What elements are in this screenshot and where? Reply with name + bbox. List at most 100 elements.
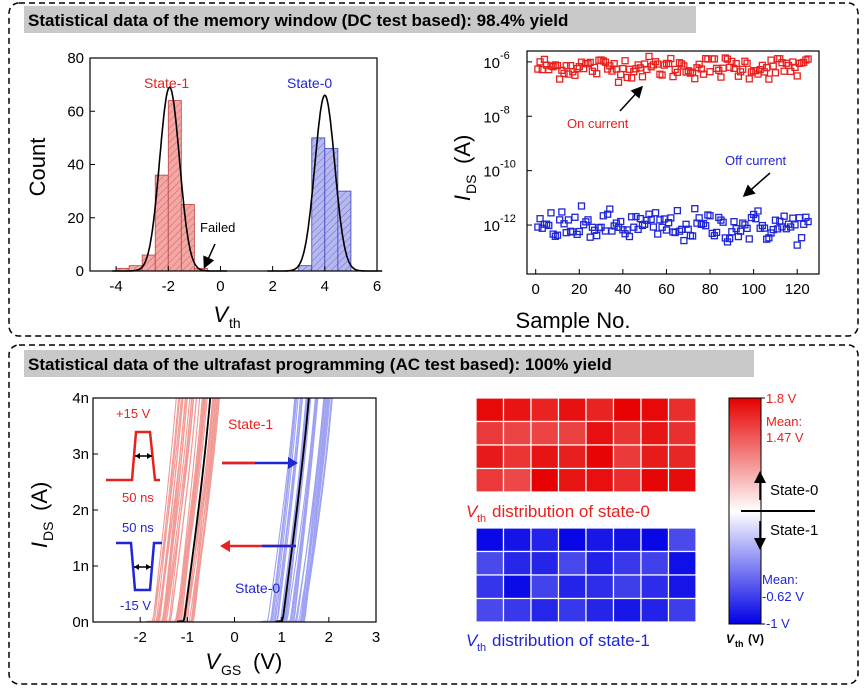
- heatmap-state1-cell: [530, 574, 560, 600]
- scatter-point: [730, 218, 738, 226]
- scatter-on-current-label: On current: [567, 116, 629, 131]
- histogram-bar: [298, 265, 313, 272]
- heatmap-state1-label-v: V: [466, 631, 479, 650]
- transfer-curve: [294, 398, 325, 622]
- heatmap-state1-cell: [475, 550, 505, 576]
- transfer-x-tick-label: 2: [325, 629, 333, 646]
- heatmap-state0-cell: [502, 397, 532, 423]
- heatmap-state0-cell: [612, 397, 642, 423]
- scatter-point: [686, 69, 695, 77]
- scatter-point: [656, 216, 664, 224]
- scatter-point: [708, 55, 716, 63]
- histogram-y-tick-label: 40: [67, 157, 84, 174]
- scatter-point: [741, 57, 749, 65]
- heatmap-state1-cell: [475, 597, 505, 623]
- scatter-point: [702, 222, 710, 230]
- transfer-curve: [264, 398, 297, 622]
- transfer-curve: [157, 398, 193, 622]
- heatmap-state0-cell: [475, 397, 505, 423]
- scatter-point: [536, 215, 544, 223]
- scatter-point: [717, 73, 725, 81]
- scatter-point: [612, 219, 620, 227]
- scatter-point: [739, 65, 747, 73]
- heatmap-state0-cell: [640, 444, 670, 470]
- scatter-point: [678, 60, 686, 68]
- scatter-point: [706, 68, 714, 76]
- scatter-point: [802, 56, 810, 64]
- scatter-point: [688, 232, 697, 240]
- histogram-failed-arrow: [203, 243, 216, 269]
- scatter-point: [752, 215, 760, 223]
- scatter-point: [601, 227, 610, 235]
- scatter-y-tick-base: 10: [483, 109, 500, 126]
- scatter-point: [562, 62, 570, 70]
- scatter-point: [739, 219, 747, 227]
- scatter-point: [647, 215, 655, 224]
- heatmap-state1-cell: [585, 574, 615, 600]
- scatter-point: [593, 70, 601, 78]
- scatter-point: [782, 225, 790, 233]
- scatter-point: [558, 208, 566, 216]
- pulse-positive-voltage: +15 V: [116, 406, 151, 421]
- scatter-point: [765, 234, 773, 242]
- heatmap-state1-cell: [640, 550, 670, 576]
- bottom-panel-frame: [8, 344, 859, 685]
- scatter-y-label-sub: DS: [463, 175, 479, 194]
- heatmap-state1-cell: [667, 527, 697, 553]
- transfer-mean-curve: [177, 398, 212, 622]
- histogram-bar: [167, 100, 182, 272]
- scatter-y-tick-base: 10: [483, 164, 500, 181]
- bottom-panel-title: Statistical data of the ultrafast progra…: [28, 355, 612, 374]
- transfer-y-tick-label: 1n: [72, 558, 89, 575]
- scatter-point: [763, 64, 771, 72]
- scatter-point: [664, 59, 673, 68]
- scatter-point: [651, 58, 660, 66]
- heatmap-state1-cell: [640, 527, 670, 553]
- heatmap-state1-cell: [530, 550, 560, 576]
- scatter-point: [769, 225, 777, 234]
- scatter-point: [797, 234, 806, 242]
- heatmap-state0-cell: [502, 420, 532, 446]
- transfer-y-tick-label: 0n: [72, 614, 89, 631]
- scatter-x-tick-label: 120: [785, 281, 810, 298]
- scatter-point: [704, 211, 712, 219]
- scatter-point: [758, 61, 766, 70]
- transfer-curve: [295, 398, 327, 622]
- top-panel-frame: [8, 2, 859, 337]
- scatter-x-tick-label: 20: [571, 281, 588, 298]
- histogram-x-tick-label: -4: [109, 278, 122, 295]
- scatter-y-tick-exp: -6: [500, 50, 510, 62]
- heatmap-state1-cell: [557, 574, 587, 600]
- top-panel-title: Statistical data of the memory window (D…: [28, 11, 568, 30]
- heatmap-state1-cell: [667, 574, 697, 600]
- heatmap-state1-cell: [640, 574, 670, 600]
- scatter-point: [582, 218, 590, 226]
- scatter-x-tick-label: 40: [615, 281, 632, 298]
- scatter-point: [630, 223, 638, 231]
- pulse-positive-width-arrows: [135, 453, 152, 459]
- transfer-y-label-sub: DS: [40, 522, 56, 541]
- scatter-y-tick-exp: -8: [500, 104, 510, 116]
- transfer-x-label-unit: (V): [253, 649, 282, 674]
- heatmap-state1-cell: [530, 597, 560, 623]
- colorbar-mean1-line2: -0.62 V: [762, 589, 804, 604]
- histogram-y-tick-label: 60: [67, 103, 84, 120]
- heatmap-state0-label-sub: th: [477, 513, 486, 525]
- colorbar-min-label: -1 V: [766, 616, 790, 631]
- scatter-y-label-unit: (A): [450, 135, 475, 164]
- heatmap-state0-cell: [557, 397, 587, 423]
- scatter-point: [760, 224, 769, 232]
- scatter-point: [608, 227, 616, 235]
- histogram-state0-label: State-0: [287, 75, 332, 91]
- scatter-point: [667, 214, 675, 222]
- transfer-state1-label: State-1: [228, 416, 273, 432]
- heatmap-state1-cell: [585, 527, 615, 553]
- heatmap-state1-cell: [530, 527, 560, 553]
- transfer-y-label-unit: (A): [27, 482, 52, 511]
- scatter-point: [656, 70, 664, 78]
- scatter-point: [575, 227, 583, 236]
- transfer-curve: [186, 398, 218, 622]
- transfer-curve: [277, 398, 311, 622]
- histogram-state1-label: State-1: [144, 75, 189, 91]
